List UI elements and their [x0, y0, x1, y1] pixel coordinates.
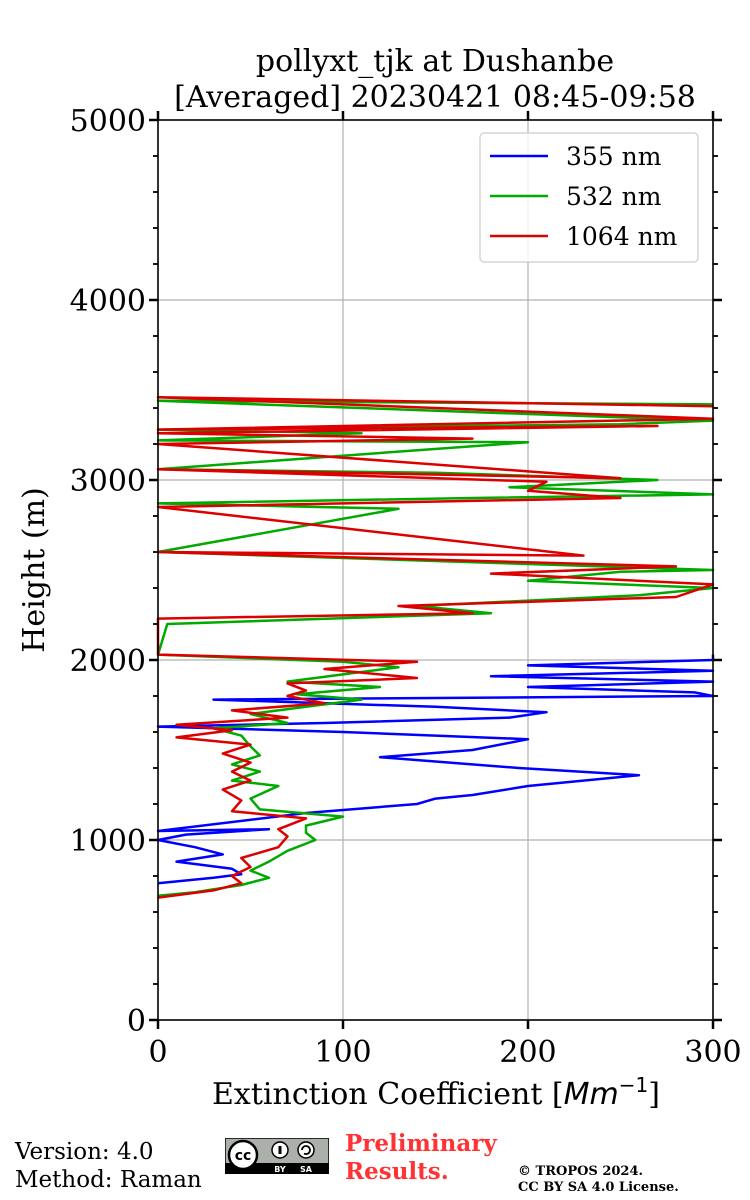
cc-badge-cc-text: cc: [235, 1148, 252, 1164]
cc-by-sa-license-icon: cc BY SA: [225, 1138, 329, 1174]
x-axis-label-text: Extinction Coefficient [: [212, 1077, 564, 1112]
y-tick-label: 4000: [70, 284, 146, 319]
chart-title-line1: pollyxt_tjk at Dushanbe: [256, 44, 614, 79]
cc-badge-sa-text: SA: [300, 1165, 313, 1174]
chart-title-line2: [Averaged] 20230421 08:45-09:58: [174, 80, 696, 115]
y-tick-label: 3000: [70, 464, 146, 499]
preliminary-notice-line1: Preliminary: [345, 1130, 497, 1157]
extinction-profile-chart: pollyxt_tjk at Dushanbe [Averaged] 20230…: [17, 44, 742, 1112]
y-tick-label: 1000: [70, 824, 146, 859]
svg-text:Extinction Coefficient [Mm−1]: Extinction Coefficient [Mm−1]: [212, 1073, 660, 1112]
x-tick-label: 100: [314, 1035, 371, 1070]
y-tick-label: 2000: [70, 644, 146, 679]
legend-label-532: 532 nm: [566, 182, 662, 211]
x-axis-label-exponent: −1: [619, 1073, 648, 1097]
copyright-line1: © TROPOS 2024.: [518, 1164, 644, 1179]
x-tick-label: 0: [148, 1035, 167, 1070]
series-line-355-nm: [156, 654, 715, 885]
x-axis-label: Extinction Coefficient [Mm−1]: [212, 1073, 660, 1112]
legend: 355 nm 532 nm 1064 nm: [479, 132, 699, 263]
grid-lines: [158, 120, 713, 1020]
y-axis-label: Height (m): [17, 487, 52, 652]
x-tick-label: 200: [499, 1035, 556, 1070]
version-label: Version: 4.0: [15, 1139, 154, 1165]
cc-badge-by-text: BY: [274, 1165, 286, 1174]
x-axis-label-close: ]: [648, 1077, 660, 1112]
legend-label-1064: 1064 nm: [566, 222, 678, 251]
y-tick-label: 0: [127, 1004, 146, 1039]
preliminary-notice-line2: Results.: [345, 1158, 449, 1185]
legend-label-355: 355 nm: [566, 142, 662, 171]
y-tick-label: 5000: [70, 104, 146, 139]
method-label: Method: Raman: [15, 1167, 202, 1193]
legend-box: [479, 132, 699, 263]
plot-frame: [157, 119, 714, 1021]
x-tick-label: 300: [684, 1035, 741, 1070]
series-line-1064-nm: [156, 395, 715, 899]
copyright-line2: CC BY SA 4.0 License.: [518, 1180, 679, 1195]
series-lines: [156, 395, 715, 899]
x-axis-label-unit: Mm: [564, 1077, 619, 1112]
